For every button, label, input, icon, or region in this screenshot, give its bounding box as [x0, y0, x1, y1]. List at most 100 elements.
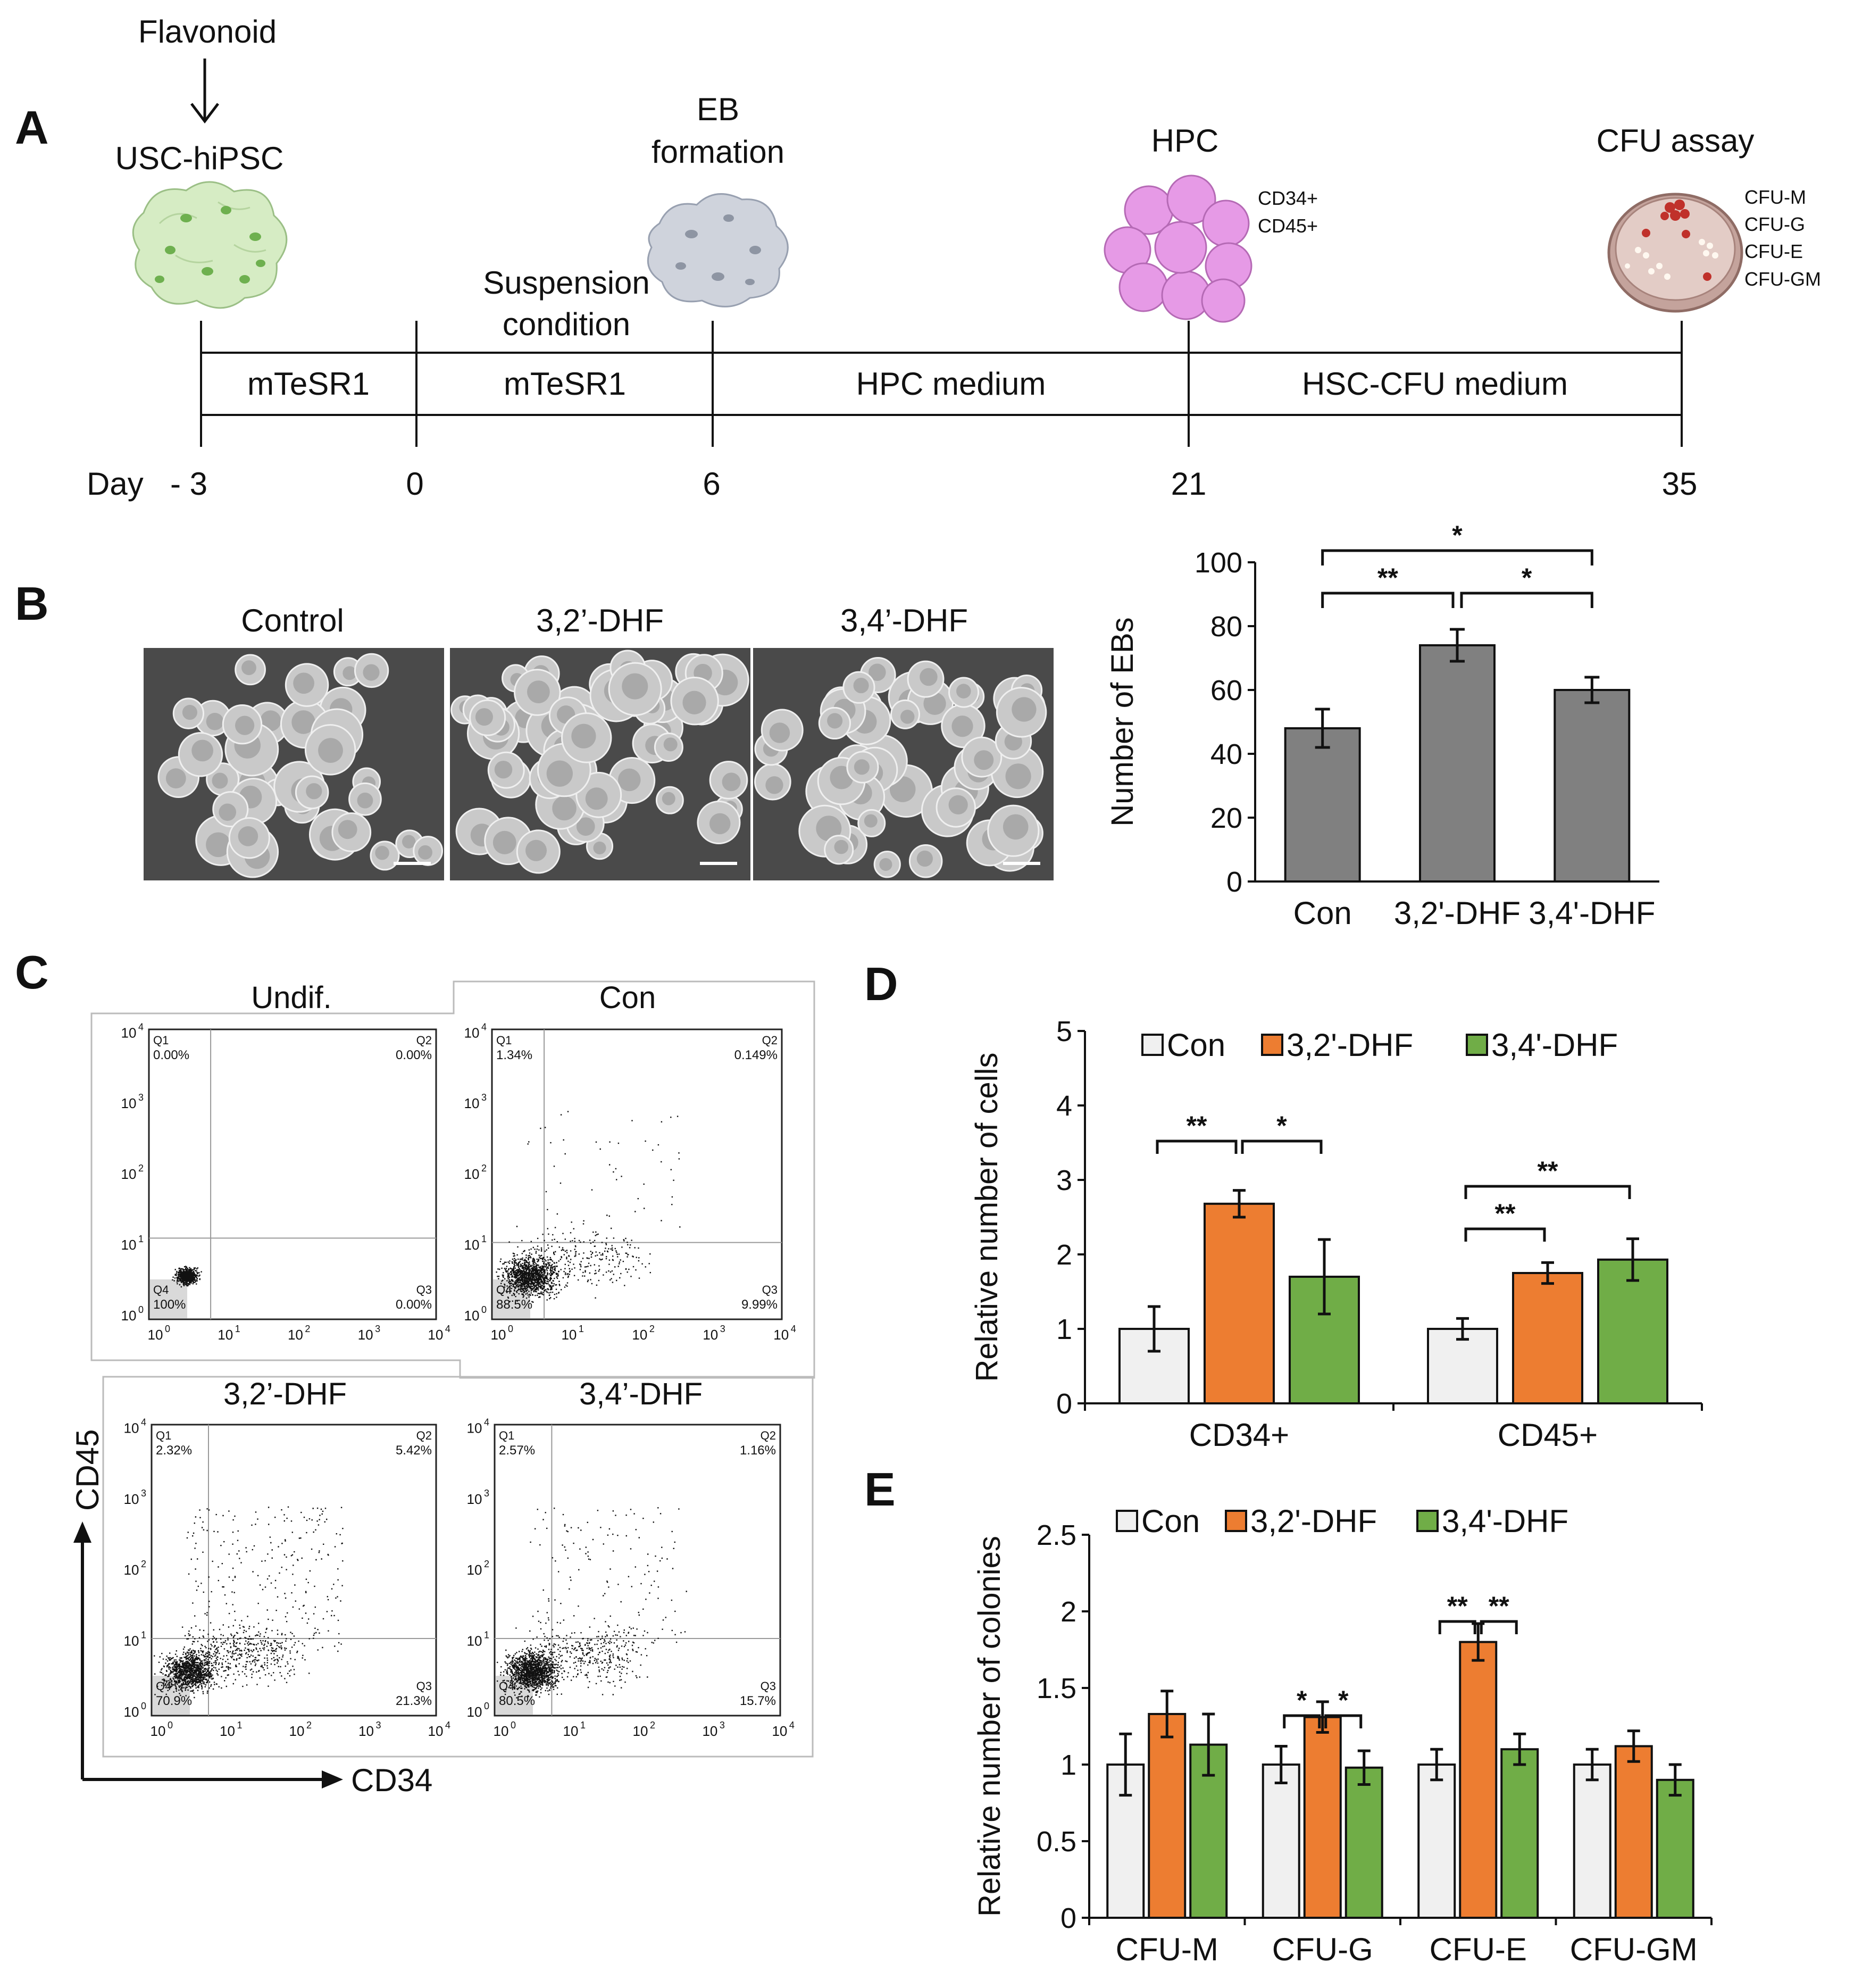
quadrant-name-q1: Q1 [499, 1429, 514, 1442]
quadrant-name-q3: Q3 [762, 1283, 778, 1296]
segment-hsc-cfu-medium: HSC-CFU medium [1302, 366, 1568, 402]
micrograph-3 [753, 648, 1054, 880]
embryoid-body-core [238, 826, 258, 846]
timeline-bar [200, 321, 1683, 447]
stage-cfu-title: CFU assay [1597, 123, 1755, 159]
embryoid-body-core [868, 663, 886, 681]
y-log-tick-exponent: 4 [481, 1021, 487, 1032]
embryoid-body-core [1003, 814, 1029, 840]
y-tick-label: 2 [1060, 1596, 1076, 1628]
x-log-tick-exponent: 0 [508, 1324, 513, 1334]
hpc-cluster-icon [1104, 174, 1252, 323]
significance-label: ** [1538, 1156, 1558, 1186]
embryoid-body-core [363, 664, 380, 681]
x-tick-label: 3,2'-DHF [1394, 895, 1521, 931]
bar [1303, 1716, 1342, 1919]
embryoid-body-core [974, 750, 994, 770]
y-log-tick-label: 10 [467, 1420, 482, 1436]
ipsc-colony-icon [132, 181, 288, 309]
legend-label: 3,4'-DHF [1491, 1027, 1618, 1063]
embryoid-body-core [663, 737, 678, 752]
embryoid-body-core [494, 760, 513, 779]
embryoid-body-core [525, 839, 547, 861]
quadrant-percent-q4: 100% [153, 1297, 186, 1312]
y-log-tick-label: 10 [464, 1308, 480, 1324]
embryoid-body-core [923, 692, 946, 715]
y-log-tick-exponent: 3 [138, 1092, 144, 1103]
embryoid-body-core [343, 666, 357, 680]
y-tick-label: 60 [1210, 675, 1242, 706]
flow-plot-title: Con [599, 980, 656, 1015]
x-log-tick-label: 10 [561, 1327, 577, 1343]
significance-bracket [1324, 1714, 1363, 1728]
legend-label: 3,4'-DHF [1442, 1503, 1568, 1539]
x-tick-label: CD34+ [1189, 1417, 1289, 1453]
x-log-tick-label: 10 [563, 1723, 579, 1739]
y-log-tick-label: 10 [464, 1237, 480, 1253]
flavonoid-arrow-icon [190, 59, 219, 124]
event-dots [172, 1266, 202, 1288]
y-tick-label: 2 [1056, 1239, 1072, 1271]
y-axis-label: Relative number of cells [970, 1053, 1004, 1382]
y-log-tick-label: 10 [124, 1633, 139, 1649]
y-log-tick-label: 10 [464, 1166, 480, 1182]
embryoid-body-core [618, 768, 641, 792]
quadrant-name-q2: Q2 [762, 1034, 778, 1047]
y-log-tick-label: 10 [121, 1237, 137, 1253]
flow-plot-title: 3,2’-DHF [223, 1377, 347, 1411]
y-log-tick-exponent: 0 [484, 1701, 489, 1711]
x-log-tick-label: 10 [428, 1327, 443, 1343]
embryoid-body-core [709, 813, 731, 835]
x-log-tick-label: 10 [428, 1723, 443, 1739]
quadrant-name-q3: Q3 [761, 1679, 776, 1693]
bar [1344, 1766, 1383, 1919]
quadrant-name-q4: Q4 [496, 1283, 512, 1296]
significance-bracket [1460, 592, 1593, 608]
bar [1459, 1641, 1498, 1919]
x-log-tick-exponent: 1 [579, 1324, 584, 1334]
flow-x-axis-label: CD34 [351, 1762, 432, 1798]
y-log-tick-exponent: 2 [141, 1559, 146, 1569]
legend-swatch [1225, 1510, 1247, 1532]
x-log-tick-label: 10 [358, 1327, 373, 1343]
embryoid-body-core [402, 835, 416, 849]
y-tick-label: 0 [1060, 1902, 1076, 1934]
panel-b: B Control 3,2’-DHF 3,4’-DHF 0 20 40 60 80 100… [15, 520, 1659, 931]
x-log-tick-label: 10 [289, 1723, 305, 1739]
cfu-marker-m: CFU-M [1744, 186, 1806, 208]
bar [1656, 1778, 1694, 1919]
embryoid-body-core [916, 850, 933, 867]
x-log-tick-label: 10 [220, 1723, 235, 1739]
x-log-tick-exponent: 3 [375, 1720, 381, 1731]
embryoid-body-core [552, 796, 577, 821]
legend-item: 3,4'-DHF [1416, 1503, 1568, 1539]
y-log-tick-label: 10 [467, 1633, 482, 1649]
embryoid-body-core [338, 820, 357, 839]
x-log-tick-exponent: 0 [168, 1720, 173, 1731]
y-log-tick-label: 10 [467, 1562, 482, 1578]
x-log-tick-exponent: 0 [511, 1720, 516, 1731]
x-tick-label: CFU-M [1116, 1932, 1218, 1967]
micrograph-title-34dhf: 3,4’-DHF [840, 603, 968, 638]
y-log-tick-exponent: 1 [481, 1234, 487, 1244]
quadrant-percent-q3: 21.3% [396, 1694, 432, 1708]
significance-bracket [1321, 549, 1593, 565]
quadrant-percent-q3: 9.99% [741, 1297, 778, 1312]
y-tick-label: 2.5 [1037, 1519, 1076, 1551]
x-tick-label: CD45+ [1498, 1417, 1598, 1453]
embryoid-body-core [492, 830, 516, 854]
x-log-tick-exponent: 3 [720, 1720, 725, 1731]
y-log-tick-label: 10 [124, 1704, 139, 1720]
cfu-marker-gm: CFU-GM [1744, 268, 1821, 290]
y-log-tick-label: 10 [121, 1095, 137, 1111]
bar [1262, 1764, 1300, 1919]
y-axis-label: Number of EBs [1105, 617, 1140, 826]
significance-bracket [1464, 1185, 1631, 1199]
chart-b-eb-count: 0 20 40 60 80 100 Number of EBs Con 3,2'-DHF 3,4'… [1105, 520, 1659, 931]
y-tick-label: 0 [1226, 866, 1242, 898]
legend-item: 3,2'-DHF [1261, 1027, 1413, 1063]
embryoid-body-core [293, 672, 314, 694]
x-log-tick-exponent: 1 [237, 1720, 242, 1731]
panel-a: A Flavonoid USC-hiPSC EB formation HPC C… [15, 14, 1821, 502]
x-log-tick-exponent: 4 [791, 1324, 796, 1334]
